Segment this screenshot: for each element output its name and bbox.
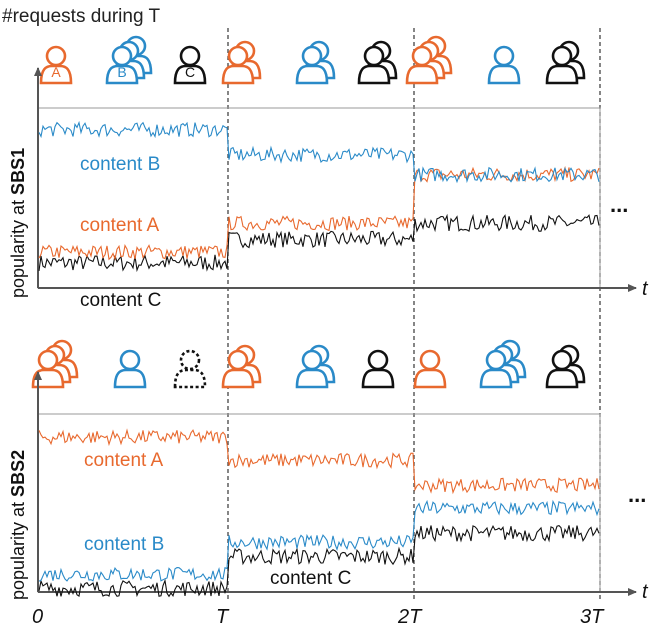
person-b-icon [295,45,329,85]
time-ticks: 0 T 2T 3T [32,606,605,628]
icon-row-sbs1: A B C [39,35,586,85]
content-a-label-sbs2: content A [84,450,164,471]
person-c-icon [545,349,579,389]
tick-t: T [216,606,230,628]
t-axis-label-sbs2: t [642,581,649,603]
person-c-icon [361,349,395,389]
person-b-icon [105,45,139,85]
series-line-content-a [38,428,600,495]
content-b-label-sbs2: content B [84,534,164,555]
series-line-content-c [38,213,600,273]
continuation-dots-sbs2: ... [628,482,646,507]
person-b-icon [487,45,521,85]
person-a-icon [413,349,447,389]
y-label-sbs2: popularity at SBS2 [8,450,28,600]
person-b-icon [113,349,147,389]
content-c-label-sbs1: content C [80,290,161,311]
tick-2t: 2T [397,606,423,628]
person-a-icon [221,45,255,85]
person-a-icon [39,45,73,85]
series-line-content-c [38,524,600,598]
person-c-icon [173,45,207,85]
y-label-sbs1: popularity at SBS1 [8,148,28,298]
person-a-icon [405,45,439,85]
plot-frame-sbs1 [37,107,601,289]
requests-during-t-label: #requests during T [2,6,160,27]
person-b-icon [479,349,513,389]
icon-row-sbs2 [31,339,586,389]
t-axis-label-sbs1: t [642,278,649,300]
person-c-icon [173,349,207,389]
icon-letter-b: B [117,64,126,80]
person-b-icon [295,349,329,389]
content-b-label-sbs1: content B [80,154,160,175]
person-a-icon [221,349,255,389]
content-c-label-sbs2: content C [270,568,351,589]
continuation-dots-sbs1: ... [610,192,628,217]
series-line-content-b [38,499,600,582]
content-a-label-sbs1: content A [80,215,160,236]
panel-sbs2: content A content B content C ... t popu… [8,339,649,603]
icon-letter-c: C [185,64,195,80]
tick-0: 0 [32,606,43,628]
period-separators [227,28,601,600]
person-c-icon [357,45,391,85]
tick-3t: 3T [580,606,605,628]
series-sbs1 [38,120,600,273]
person-c-icon [545,45,579,85]
icon-letter-a: A [51,64,61,80]
series-line-content-b [38,120,600,184]
series-sbs2 [38,428,600,598]
